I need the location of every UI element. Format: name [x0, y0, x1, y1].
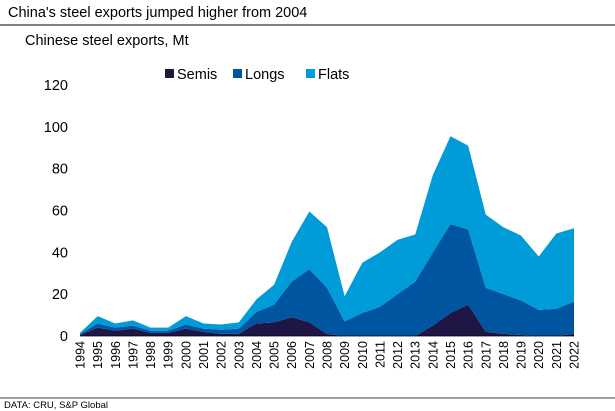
legend: Semis Longs Flats [165, 67, 349, 83]
x-tick-label: 2005 [268, 341, 282, 369]
x-tick-label: 2010 [356, 341, 370, 369]
x-axis: 1994 1995 1996 1997 1998 1999 2000 2001 2002 2003… [74, 335, 582, 369]
x-tick-label: 1998 [144, 341, 158, 369]
source-note: DATA: CRU, S&P Global [4, 400, 108, 411]
x-tick-label: 1994 [74, 341, 88, 369]
x-tick-label: 1996 [109, 341, 123, 369]
legend-swatch-semis [165, 69, 174, 78]
x-tick-label: 2016 [462, 341, 476, 369]
x-tick-label: 2012 [391, 341, 405, 369]
area-longs [80, 224, 574, 336]
x-tick-label: 2014 [426, 341, 440, 369]
x-tick-label: 2015 [444, 341, 458, 369]
y-tick-label: 80 [52, 162, 68, 178]
y-tick-label: 20 [52, 287, 68, 303]
areas-group [80, 136, 574, 336]
y-tick-label: 60 [52, 204, 68, 220]
x-tick-label: 2001 [197, 341, 211, 369]
y-tick-label: 0 [60, 329, 68, 345]
x-tick-label: 2002 [215, 341, 229, 369]
legend-swatch-longs [233, 69, 242, 78]
y-tick-label: 40 [52, 245, 68, 261]
x-tick-label: 1995 [91, 341, 105, 369]
x-tick-label: 2003 [232, 341, 246, 369]
x-tick-label: 2013 [409, 341, 423, 369]
x-tick-label: 2000 [179, 341, 193, 369]
legend-label-longs: Longs [245, 67, 285, 83]
y-tick-label: 100 [44, 120, 68, 136]
x-tick-label: 1997 [126, 341, 140, 369]
area-flats [80, 136, 574, 334]
x-tick-label: 2021 [550, 341, 564, 369]
x-tick-label: 2019 [515, 341, 529, 369]
x-tick-label: 2017 [479, 341, 493, 369]
legend-swatch-flats [306, 69, 315, 78]
x-tick-label: 2004 [250, 341, 264, 369]
x-tick-label: 2020 [532, 341, 546, 369]
x-tick-label: 2022 [568, 341, 582, 369]
chart-subtitle: Chinese steel exports, Mt [25, 33, 189, 49]
x-tick-label: 1999 [162, 341, 176, 369]
legend-label-flats: Flats [318, 67, 349, 83]
x-tick-label: 2011 [373, 341, 387, 368]
y-tick-label: 120 [44, 78, 68, 94]
legend-label-semis: Semis [177, 67, 217, 83]
x-tick-label: 2009 [338, 341, 352, 369]
chart-title: China's steel exports jumped higher from… [8, 5, 307, 21]
x-tick-label: 2007 [303, 341, 317, 369]
x-tick-label: 2008 [321, 341, 335, 369]
x-tick-label: 2018 [497, 341, 511, 369]
x-tick-label: 2006 [285, 341, 299, 369]
area-semis [80, 304, 574, 336]
y-axis: 0 20 40 60 80 100 120 [44, 78, 68, 345]
